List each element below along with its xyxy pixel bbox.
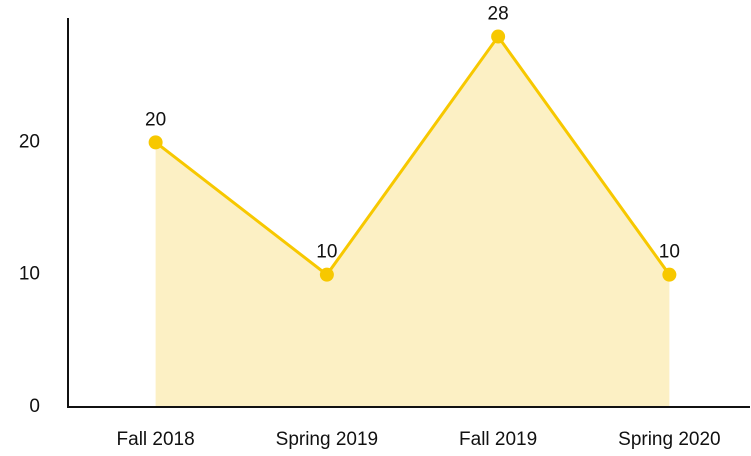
point <box>662 267 677 282</box>
x-tick-label: Spring 2020 <box>618 429 720 450</box>
line <box>154 33 671 277</box>
point <box>148 135 163 150</box>
y-tick-label: 20 <box>19 131 40 152</box>
point <box>319 267 334 282</box>
x-tick-label: Fall 2019 <box>459 429 537 450</box>
point <box>491 29 506 44</box>
y-tick-label: 0 <box>29 396 40 417</box>
value-label: 10 <box>659 242 680 263</box>
value-label: 28 <box>488 4 509 25</box>
y-tick-label: 10 <box>19 264 40 285</box>
value-label: 20 <box>145 109 166 130</box>
x-tick-label: Spring 2019 <box>276 429 378 450</box>
x-tick-label: Fall 2018 <box>117 429 195 450</box>
value-label: 10 <box>316 242 337 263</box>
area <box>155 36 670 408</box>
